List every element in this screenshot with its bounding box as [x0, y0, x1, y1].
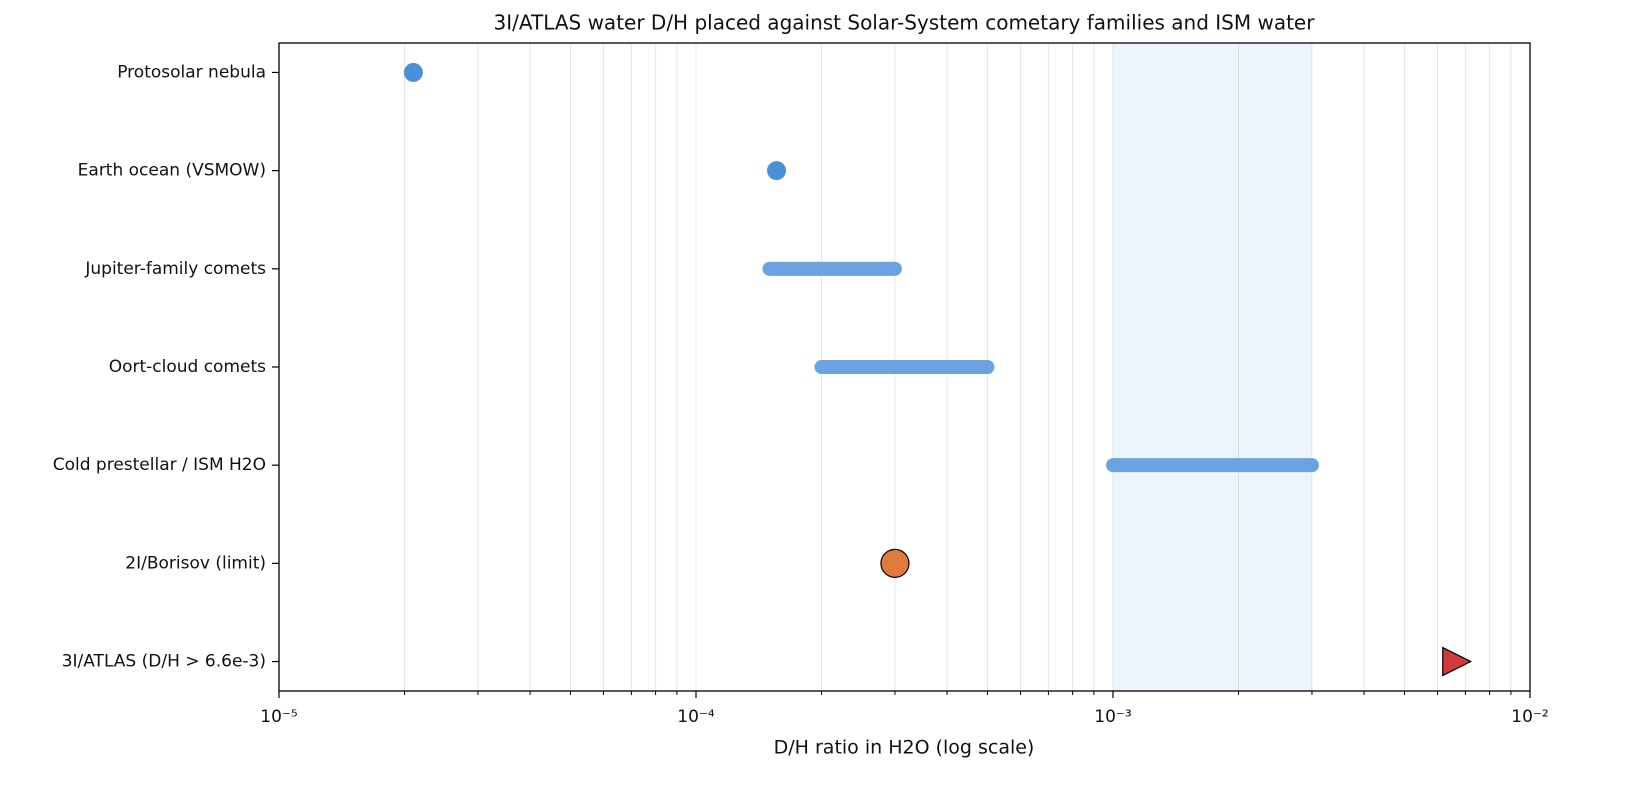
y-tick-label: Protosolar nebula — [117, 62, 266, 82]
x-tick-label: 10⁻² — [1511, 707, 1548, 727]
y-tick-label: Oort-cloud comets — [109, 357, 266, 377]
x-axis-label: D/H ratio in H2O (log scale) — [774, 737, 1035, 759]
plot-frame — [278, 42, 1531, 692]
y-tick-label: 3I/ATLAS (D/H > 6.6e-3) — [62, 652, 266, 672]
x-tick-label: 10⁻⁴ — [677, 707, 715, 727]
lower-limit-marker — [1442, 646, 1473, 677]
point — [403, 62, 423, 82]
point — [880, 548, 910, 578]
x-tick-label: 10⁻³ — [1094, 707, 1131, 727]
x-tick-label: 10⁻⁵ — [260, 707, 297, 727]
y-tick-label: 2I/Borisov (limit) — [125, 553, 266, 573]
shaded-band — [1113, 43, 1312, 691]
y-tick-label: Earth ocean (VSMOW) — [78, 161, 266, 181]
y-tick-label: Cold prestellar / ISM H2O — [53, 455, 266, 475]
point — [767, 161, 787, 181]
y-tick-label: Jupiter-family comets — [84, 259, 266, 279]
chart-title: 3I/ATLAS water D/H placed against Solar-… — [494, 11, 1316, 35]
